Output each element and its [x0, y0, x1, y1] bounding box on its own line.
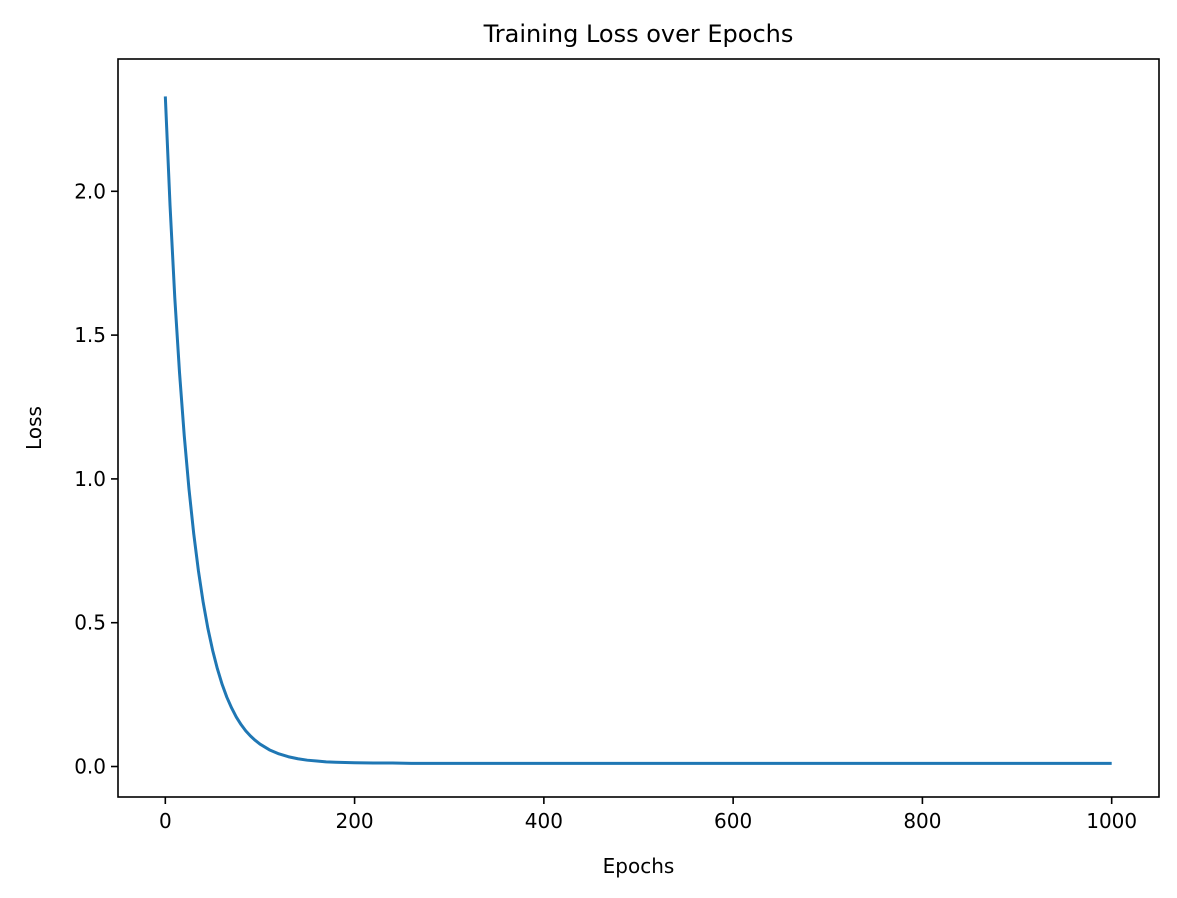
y-axis-ticks: 0.0 0.5 1.0 1.5 2.0 [74, 179, 118, 779]
x-tick-label: 0 [159, 809, 172, 833]
x-tick-label: 1000 [1086, 809, 1137, 833]
x-axis-title: Epochs [603, 854, 675, 878]
y-axis-title: Loss [22, 406, 46, 450]
y-tick-label: 0.5 [74, 611, 106, 635]
x-axis-ticks: 0 200 400 600 800 1000 [159, 797, 1137, 833]
plot-frame [117, 58, 1160, 798]
series-line-0 [163, 96, 1112, 765]
y-tick-label: 2.0 [74, 179, 106, 203]
y-tick-label: 1.5 [74, 323, 106, 347]
x-tick-label: 800 [903, 809, 941, 833]
plot-layer [163, 96, 1112, 765]
x-tick-label: 600 [714, 809, 752, 833]
x-tick-label: 200 [335, 809, 373, 833]
y-tick-label: 1.0 [74, 467, 106, 491]
x-tick-label: 400 [525, 809, 563, 833]
chart-title: Training Loss over Epochs [483, 20, 794, 48]
y-tick-label: 0.0 [74, 755, 106, 779]
